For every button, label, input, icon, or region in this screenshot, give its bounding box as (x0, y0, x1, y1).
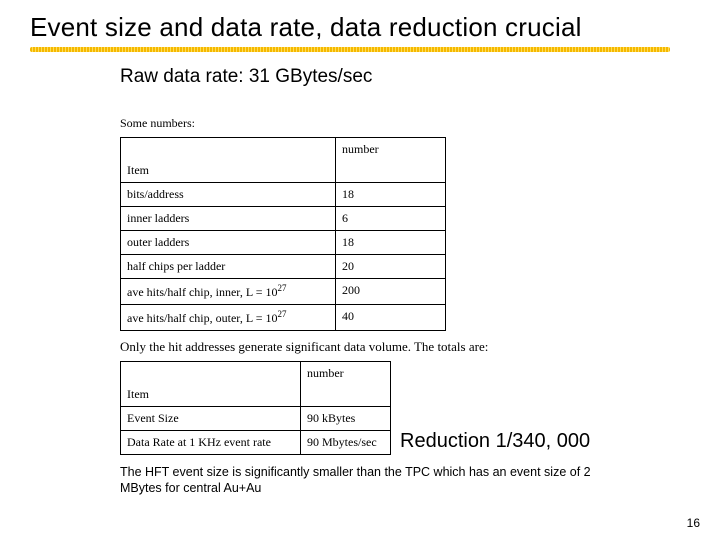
table-row: ave hits/half chip, inner, L = 1027200 (121, 279, 446, 305)
table-row: bits/address18 (121, 183, 446, 207)
item-cell: inner ladders (121, 207, 336, 231)
num-cell: 90 kBytes (301, 407, 391, 431)
table-header-row: . Item number (121, 362, 391, 407)
reduction-callout: Reduction 1/340, 000 (400, 430, 590, 453)
num-cell: 40 (336, 305, 446, 331)
item-header-cell: . Item (121, 362, 301, 407)
item-cell: Data Rate at 1 KHz event rate (121, 431, 301, 455)
item-cell: ave hits/half chip, inner, L = 1027 (121, 279, 336, 305)
num-cell: 200 (336, 279, 446, 305)
item-cell: outer ladders (121, 231, 336, 255)
item-cell: bits/address (121, 183, 336, 207)
item-cell: half chips per ladder (121, 255, 336, 279)
between-tables-text: Only the hit addresses generate signific… (120, 339, 600, 355)
num-cell: 18 (336, 231, 446, 255)
item-header-cell: . Item (121, 138, 336, 183)
table-row: inner ladders6 (121, 207, 446, 231)
table-header-row: . Item number (121, 138, 446, 183)
table-row: half chips per ladder20 (121, 255, 446, 279)
table-row: Event Size90 kBytes (121, 407, 391, 431)
some-numbers-label: Some numbers: (120, 116, 690, 131)
number-header-cell: number (336, 138, 446, 183)
number-header-cell: number (301, 362, 391, 407)
page-number: 16 (687, 516, 700, 530)
num-cell: 6 (336, 207, 446, 231)
num-cell: 90 Mbytes/sec (301, 431, 391, 455)
table-row: ave hits/half chip, outer, L = 102740 (121, 305, 446, 331)
slide-title: Event size and data rate, data reduction… (30, 12, 690, 43)
table-row: Data Rate at 1 KHz event rate90 Mbytes/s… (121, 431, 391, 455)
num-cell: 18 (336, 183, 446, 207)
raw-data-rate: Raw data rate: 31 GBytes/sec (120, 66, 690, 88)
num-cell: 20 (336, 255, 446, 279)
totals-table: . Item number Event Size90 kBytes Data R… (120, 361, 391, 455)
table-row: outer ladders18 (121, 231, 446, 255)
item-cell: Event Size (121, 407, 301, 431)
footnote: The HFT event size is significantly smal… (120, 465, 620, 496)
item-cell: ave hits/half chip, outer, L = 1027 (121, 305, 336, 331)
numbers-table: . Item number bits/address18 inner ladde… (120, 137, 446, 331)
title-underline (30, 47, 670, 52)
